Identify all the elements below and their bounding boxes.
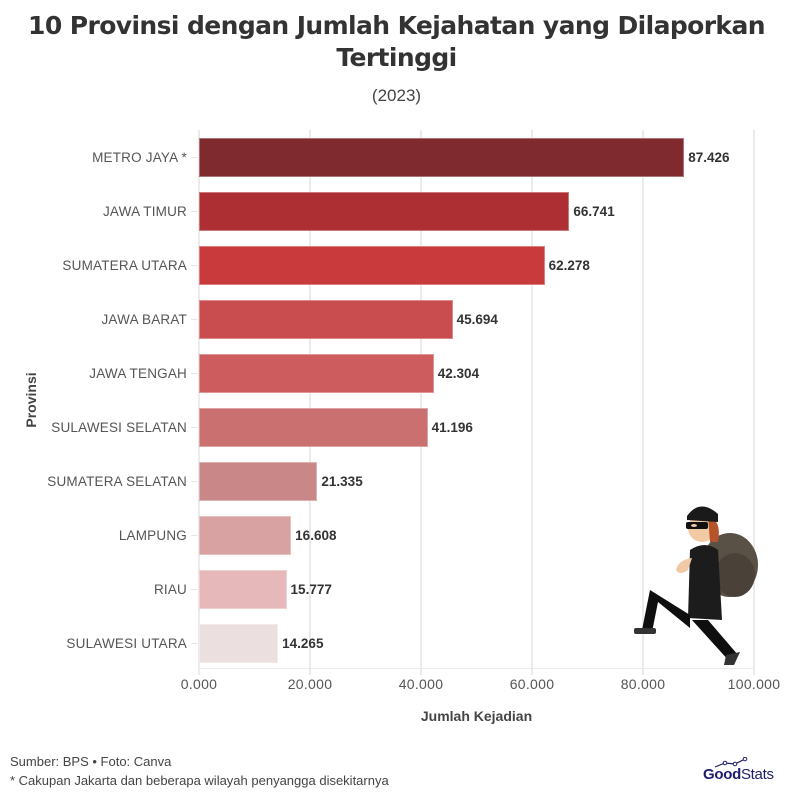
- y-tick: [191, 157, 197, 158]
- bar-value-label: 42.304: [437, 366, 480, 381]
- x-axis-label: Jumlah Kejadian: [420, 708, 533, 724]
- gridline: [531, 130, 533, 675]
- bar-value-label: 16.608: [295, 528, 337, 543]
- category-label: LAMPUNG: [118, 528, 187, 543]
- bar-value-label: 45.694: [456, 312, 498, 327]
- bar[interactable]: [199, 192, 570, 231]
- gridline: [198, 130, 200, 675]
- bar-value-label: 15.777: [290, 582, 332, 597]
- bar[interactable]: [199, 246, 545, 285]
- logo-good: Good: [703, 766, 741, 783]
- bar[interactable]: [199, 570, 287, 609]
- category-label: SUMATERA SELATAN: [47, 474, 187, 489]
- y-tick: [191, 535, 197, 536]
- bar[interactable]: [199, 354, 434, 393]
- y-tick: [191, 589, 197, 590]
- bar-value-label: 62.278: [548, 258, 590, 273]
- category-label: JAWA BARAT: [101, 312, 187, 327]
- gridline: [642, 130, 644, 675]
- bar-value-label: 87.426: [688, 150, 730, 165]
- plot-area: METRO JAYA * 87.426 JAWA TIMUR 66.741 SUMATE…: [47, 130, 755, 675]
- category-label: SUMATERA UTARA: [62, 258, 187, 273]
- category-label: JAWA TENGAH: [89, 366, 187, 381]
- y-tick: [191, 481, 197, 482]
- footnote-text: * Cakupan Jakarta dan beberapa wilayah p…: [10, 773, 389, 788]
- x-tick-label: 100.000: [727, 676, 781, 692]
- bar[interactable]: [199, 462, 318, 501]
- logo-trend-icon: [714, 757, 748, 768]
- goodstats-logo: GoodStats: [703, 757, 787, 783]
- category-label: RIAU: [153, 582, 187, 597]
- y-tick: [191, 265, 197, 266]
- y-tick: [191, 319, 197, 320]
- y-tick: [191, 643, 197, 644]
- gridline: [753, 130, 755, 675]
- bar[interactable]: [199, 138, 685, 177]
- y-tick: [191, 427, 197, 428]
- bar[interactable]: [199, 408, 428, 447]
- bar-value-label: 41.196: [431, 420, 473, 435]
- chart-title: 10 Provinsi dengan Jumlah Kejahatan yang…: [0, 10, 793, 74]
- category-label: SULAWESI UTARA: [66, 636, 187, 651]
- x-tick-label: 60.000: [509, 676, 555, 692]
- x-tick-label: 20.000: [287, 676, 333, 692]
- y-tick: [191, 211, 197, 212]
- y-tick: [191, 373, 197, 374]
- bar-value-label: 21.335: [321, 474, 363, 489]
- source-text: Sumber: BPS • Foto: Canva: [10, 754, 172, 769]
- bar[interactable]: [199, 300, 453, 339]
- x-tick-label: 80.000: [620, 676, 666, 692]
- footer: Sumber: BPS • Foto: Canva * Cakupan Jaka…: [10, 752, 389, 790]
- x-tick-label: 0.000: [180, 676, 218, 692]
- x-axis-line: [199, 668, 754, 669]
- bar-value-label: 14.265: [282, 636, 324, 651]
- thief-with-sack-icon: [634, 506, 758, 665]
- category-label: JAWA TIMUR: [102, 204, 187, 219]
- bar[interactable]: [199, 516, 292, 555]
- gridline: [420, 130, 422, 675]
- chart-subtitle: (2023): [371, 86, 422, 105]
- logo-stats: Stats: [740, 766, 774, 783]
- category-label: METRO JAYA *: [92, 150, 187, 165]
- x-tick-label: 40.000: [398, 676, 444, 692]
- chart-title-line1: 10 Provinsi dengan Jumlah Kejahatan yang…: [28, 11, 765, 40]
- bar-value-label: 66.741: [573, 204, 615, 219]
- gridline: [309, 130, 311, 675]
- bar[interactable]: [199, 624, 279, 663]
- category-label: SULAWESI SELATAN: [51, 420, 187, 435]
- chart-title-line2: Tertinggi: [336, 43, 457, 72]
